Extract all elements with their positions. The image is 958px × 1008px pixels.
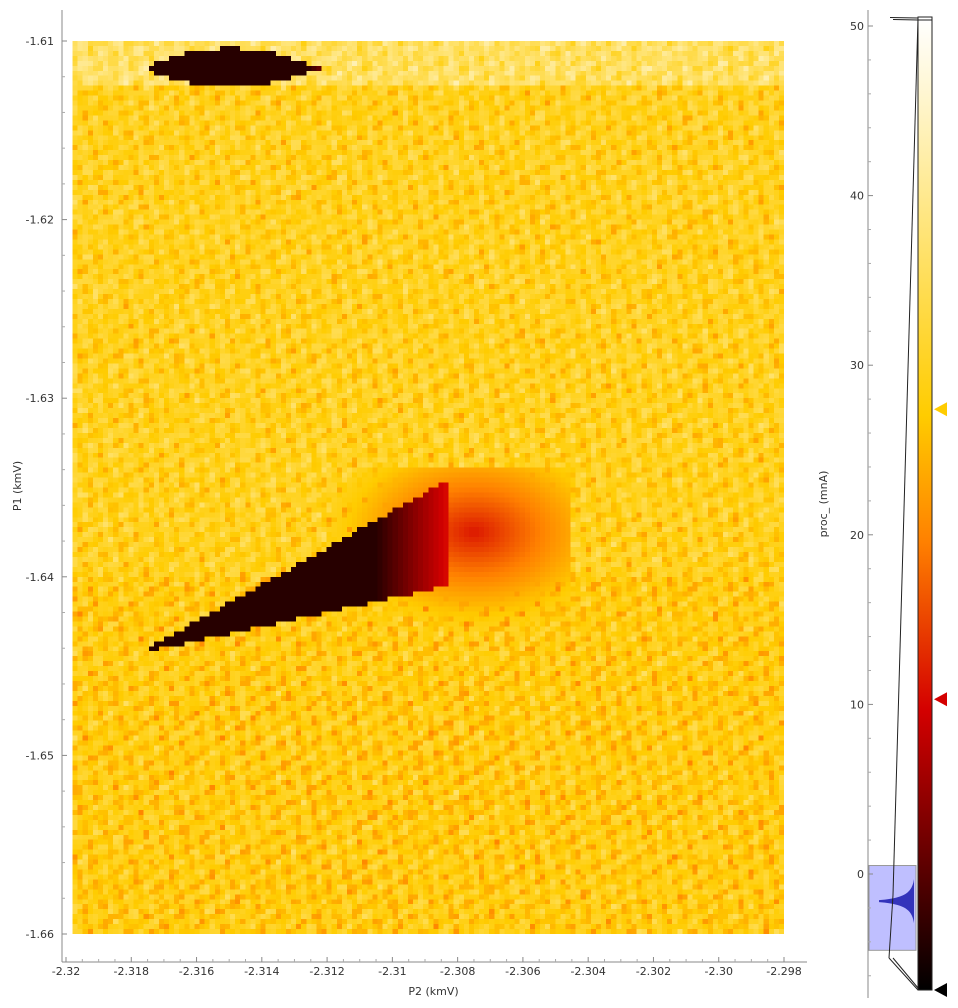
y-tick-label: -1.61: [26, 35, 54, 48]
colorbar[interactable]: [917, 17, 933, 991]
y-tick-label: -1.64: [26, 571, 54, 584]
level-handle-black[interactable]: [934, 983, 947, 997]
x-tick-label: -2.304: [570, 965, 605, 978]
y-axis-label: P1 (kmV): [11, 461, 24, 511]
histogram-axis-label: proc_ (mnA): [817, 471, 830, 538]
hist-tick-label: 50: [850, 20, 864, 33]
x-tick-label: -2.32: [52, 965, 80, 978]
x-tick-label: -2.30: [704, 965, 732, 978]
hist-tick-label: 20: [850, 529, 864, 542]
histogram-y-ticks: 50 40 30 20 10 0: [850, 20, 873, 977]
y-tick-label: -1.63: [26, 392, 54, 405]
histogram-peak: [879, 879, 914, 924]
mapping-line-bottom: [888, 957, 919, 991]
level-handle-red[interactable]: [934, 692, 947, 707]
y-tick-label: -1.62: [26, 214, 54, 227]
colorbar-level-handles[interactable]: [917, 16, 947, 997]
hist-tick-label: 40: [850, 190, 864, 203]
heatmap-image: [72, 41, 784, 934]
hist-tick-label: 30: [850, 359, 864, 372]
x-tick-label: -2.318: [114, 965, 149, 978]
x-tick-label: -2.316: [179, 965, 214, 978]
x-tick-label: -2.312: [309, 965, 344, 978]
x-axis-label: P2 (kmV): [408, 985, 458, 998]
hist-tick-label: 0: [857, 868, 864, 881]
heatmap-x-ticks: -2.32 -2.318 -2.316 -2.314 -2.312 -2.31 -2.308…: [52, 957, 802, 978]
mapping-line-side: [888, 894, 894, 959]
x-tick-label: -2.306: [505, 965, 540, 978]
heatmap-plot[interactable]: -1.61-1.62-1.63-1.64-1.65-1.66 -2.32 -2.3…: [11, 10, 807, 998]
x-tick-label: -2.314: [244, 965, 279, 978]
mapping-line-top: [892, 17, 919, 896]
histogram-panel[interactable]: 50 40 30 20 10 0 proc_ (mnA): [817, 10, 947, 998]
x-tick-label: -2.308: [440, 965, 475, 978]
level-handle-white[interactable]: [917, 16, 933, 21]
x-tick-label: -2.302: [636, 965, 671, 978]
hist-tick-label: 10: [850, 698, 864, 711]
colorbar-mapping-lines: [888, 17, 919, 991]
level-handle-yellow[interactable]: [934, 402, 947, 417]
heatmap-y-ticks: -1.61 -1.62 -1.63 -1.64 -1.65 -1.66: [26, 35, 67, 941]
x-tick-label: -2.31: [378, 965, 406, 978]
mapping-line-bottom: [892, 957, 919, 989]
y-tick-label: -1.65: [26, 749, 54, 762]
y-tick-label: -1.66: [26, 928, 54, 941]
x-tick-label: -2.298: [766, 965, 801, 978]
